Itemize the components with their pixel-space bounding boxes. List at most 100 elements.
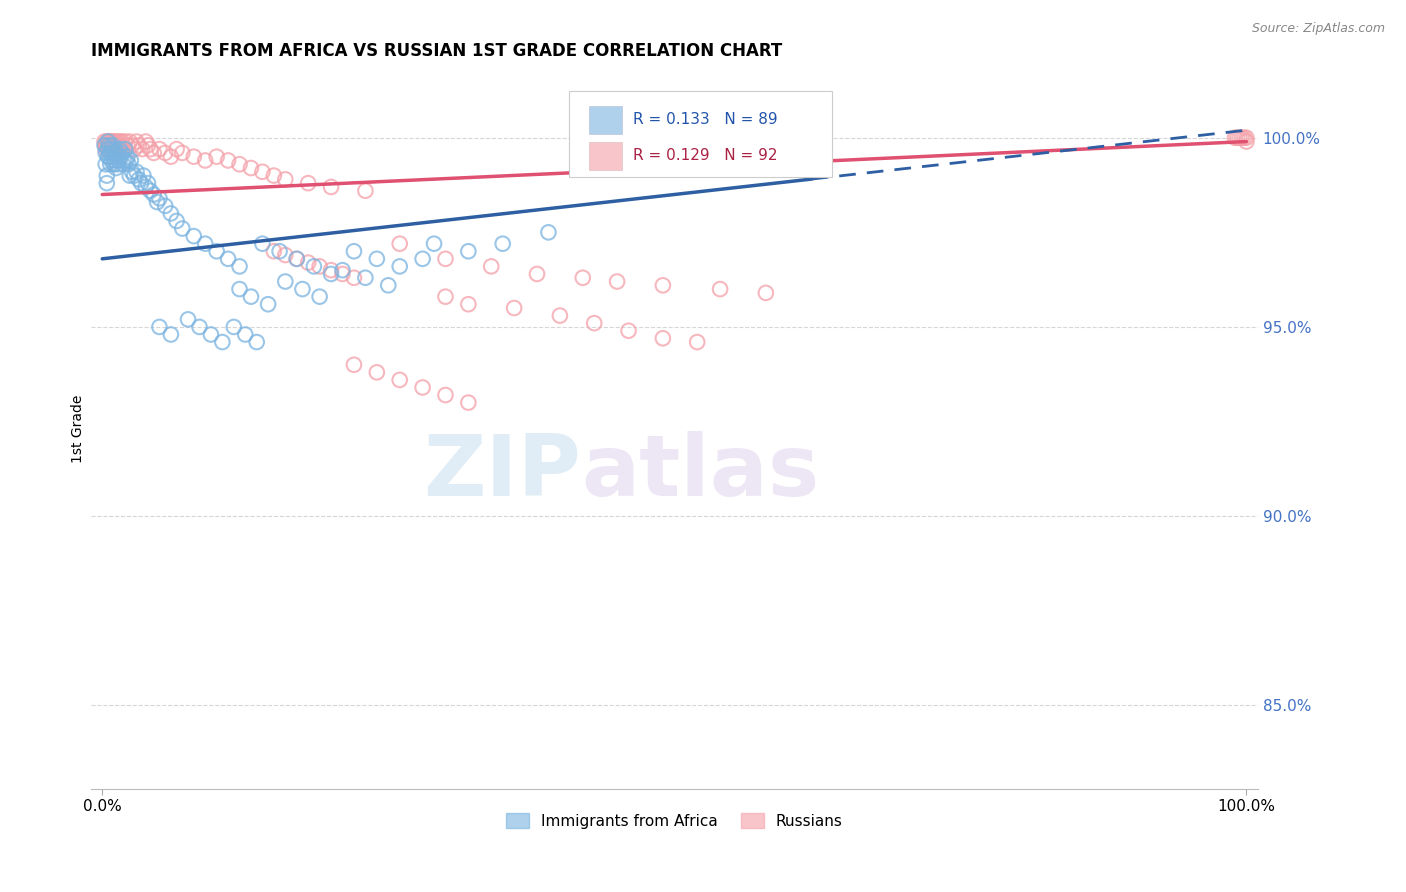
Point xyxy=(308,290,330,304)
Point xyxy=(153,145,176,160)
Point xyxy=(114,142,136,156)
Point xyxy=(142,145,165,160)
Point xyxy=(366,365,388,379)
Point xyxy=(135,135,157,149)
Point xyxy=(125,165,148,179)
Text: IMMIGRANTS FROM AFRICA VS RUSSIAN 1ST GRADE CORRELATION CHART: IMMIGRANTS FROM AFRICA VS RUSSIAN 1ST GR… xyxy=(91,42,782,60)
Point xyxy=(96,169,118,183)
Point xyxy=(98,145,121,160)
Point xyxy=(146,195,169,210)
Point xyxy=(112,153,135,168)
Point xyxy=(94,138,117,153)
Bar xyxy=(589,142,621,169)
Point xyxy=(412,252,434,266)
Point xyxy=(246,334,269,349)
Point xyxy=(117,138,139,153)
Point xyxy=(434,290,457,304)
Point xyxy=(755,285,778,300)
Point xyxy=(537,225,560,239)
Point xyxy=(297,176,319,190)
Point xyxy=(129,176,152,190)
Point xyxy=(148,320,170,334)
Point xyxy=(263,244,285,259)
Point xyxy=(132,169,155,183)
Point xyxy=(457,395,479,409)
Point xyxy=(118,169,141,183)
Point xyxy=(1234,135,1257,149)
Point xyxy=(105,135,128,149)
Y-axis label: 1st Grade: 1st Grade xyxy=(72,395,86,463)
Point xyxy=(366,252,388,266)
Point xyxy=(217,153,239,168)
Point xyxy=(188,320,211,334)
Point xyxy=(117,150,139,164)
Point xyxy=(263,169,285,183)
Point xyxy=(319,263,342,277)
Point xyxy=(104,138,127,153)
Point xyxy=(302,260,325,274)
Point xyxy=(120,153,142,168)
Point xyxy=(115,153,138,168)
Point xyxy=(166,214,188,228)
Point xyxy=(617,324,640,338)
Point xyxy=(128,138,150,153)
Point xyxy=(291,282,314,296)
Point xyxy=(110,150,132,164)
Point xyxy=(240,161,263,175)
Point xyxy=(354,270,377,285)
Point xyxy=(124,142,146,156)
Point xyxy=(111,157,134,171)
Point xyxy=(118,135,141,149)
Point xyxy=(686,334,709,349)
Text: ZIP: ZIP xyxy=(423,431,581,514)
Point xyxy=(97,135,120,149)
Point xyxy=(98,135,121,149)
Point xyxy=(153,199,176,213)
Point xyxy=(98,157,121,171)
Text: Source: ZipAtlas.com: Source: ZipAtlas.com xyxy=(1251,22,1385,36)
Point xyxy=(194,153,217,168)
Point xyxy=(101,138,124,153)
Point xyxy=(101,150,124,164)
Point xyxy=(183,229,205,244)
Point xyxy=(709,282,731,296)
Point xyxy=(142,187,165,202)
Point xyxy=(332,267,354,281)
Point xyxy=(108,135,131,149)
Point xyxy=(205,150,228,164)
Point xyxy=(583,316,606,330)
Point xyxy=(343,244,366,259)
Point xyxy=(457,297,479,311)
Point xyxy=(228,260,250,274)
Point xyxy=(104,153,127,168)
Point xyxy=(93,135,115,149)
Point xyxy=(96,176,118,190)
Point xyxy=(96,135,118,149)
Point xyxy=(434,252,457,266)
Point xyxy=(1230,130,1253,145)
Point xyxy=(319,267,342,281)
Point xyxy=(200,327,222,342)
Point xyxy=(343,270,366,285)
Point xyxy=(308,260,330,274)
Point xyxy=(319,180,342,194)
Point xyxy=(94,145,117,160)
FancyBboxPatch shape xyxy=(569,91,832,178)
Point xyxy=(108,153,131,168)
Point xyxy=(104,150,127,164)
Point xyxy=(98,135,121,149)
Point xyxy=(388,373,411,387)
Point xyxy=(139,184,162,198)
Point xyxy=(172,145,194,160)
Point xyxy=(101,138,124,153)
Point xyxy=(94,142,117,156)
Point xyxy=(100,142,122,156)
Point xyxy=(252,236,274,251)
Point xyxy=(297,255,319,269)
Point xyxy=(98,142,121,156)
Point xyxy=(177,312,200,326)
Point xyxy=(377,278,399,293)
Point xyxy=(105,157,128,171)
Point xyxy=(128,172,150,186)
Point xyxy=(100,153,122,168)
